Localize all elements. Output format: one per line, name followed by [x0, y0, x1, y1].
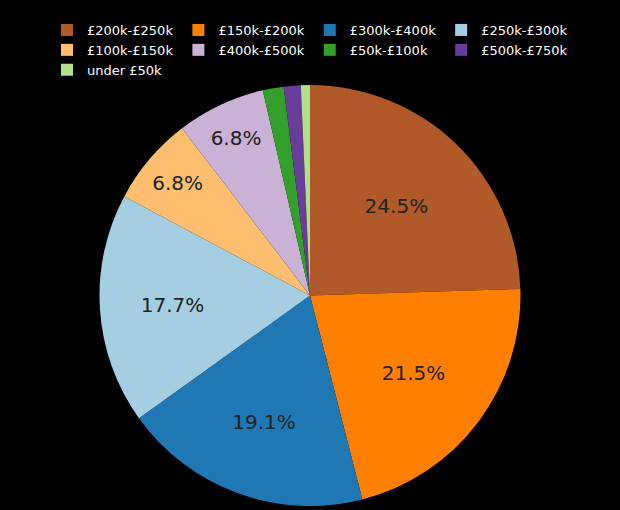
svg-text:£400k-£500k: £400k-£500k	[218, 43, 304, 58]
svg-text:£500k-£750k: £500k-£750k	[481, 43, 567, 58]
svg-text:6.8%: 6.8%	[211, 126, 262, 150]
svg-text:under £50k: under £50k	[87, 63, 162, 78]
svg-text:6.8%: 6.8%	[152, 171, 203, 195]
svg-text:£150k-£200k: £150k-£200k	[218, 23, 304, 38]
svg-text:£200k-£250k: £200k-£250k	[87, 23, 173, 38]
svg-text:21.5%: 21.5%	[382, 361, 446, 385]
svg-text:19.1%: 19.1%	[232, 410, 296, 434]
svg-text:£300k-£400k: £300k-£400k	[350, 23, 436, 38]
svg-text:£250k-£300k: £250k-£300k	[481, 23, 567, 38]
svg-text:17.7%: 17.7%	[141, 293, 205, 317]
svg-text:£100k-£150k: £100k-£150k	[87, 43, 173, 58]
svg-text:£50k-£100k: £50k-£100k	[350, 43, 428, 58]
svg-text:24.5%: 24.5%	[365, 194, 429, 218]
